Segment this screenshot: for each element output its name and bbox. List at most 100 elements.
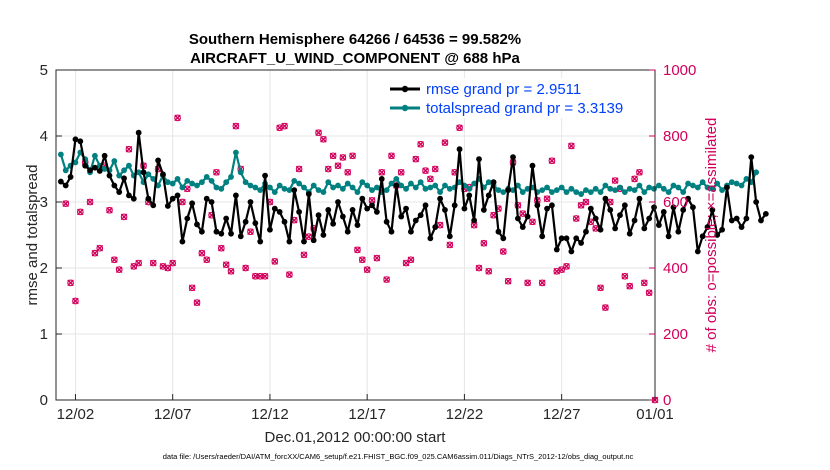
obs-possible-point: [548, 157, 556, 165]
rmse-point: [534, 202, 541, 209]
rmse-point: [607, 207, 614, 213]
spread-point: [276, 182, 283, 189]
rmse-point: [126, 192, 132, 199]
obs-possible-point: [96, 244, 104, 252]
rmse-point: [417, 212, 424, 219]
rmse-point: [665, 233, 672, 240]
obs-possible-point: [504, 277, 512, 285]
y-right-tick-label: 600: [663, 194, 688, 211]
spread-point: [232, 149, 239, 156]
spread-point: [675, 184, 682, 191]
spread-point: [704, 184, 711, 191]
obs-assimilated-point: [169, 259, 176, 267]
rmse-point: [213, 228, 220, 235]
rmse-point: [558, 235, 565, 242]
obs-possible-point: [582, 198, 590, 206]
obs-assimilated-point: [592, 225, 599, 232]
obs-assimilated-point: [111, 256, 118, 264]
obs-possible-point: [305, 233, 313, 240]
rmse-point: [738, 224, 745, 230]
obs-assimilated-point: [645, 289, 653, 297]
spread-point: [169, 180, 176, 187]
rmse-point: [592, 215, 599, 222]
obs-possible-point: [86, 198, 94, 206]
y-axis-label: rmse and totalspread: [24, 165, 41, 306]
obs-possible-point: [222, 261, 230, 269]
spread-point: [126, 162, 132, 169]
spread-point: [641, 189, 648, 196]
obs-possible-point: [232, 122, 240, 130]
spread-point: [198, 179, 205, 186]
rmse-point: [189, 200, 196, 207]
rmse-point: [315, 212, 322, 219]
x-tick-label: 12/27: [543, 406, 581, 423]
rmse-point: [77, 138, 84, 145]
rmse-point: [325, 207, 332, 213]
rmse-point: [505, 187, 512, 194]
obs-possible-point: [135, 259, 143, 267]
obs-assimilated-point: [213, 169, 220, 176]
spread-point: [553, 187, 560, 194]
rmse-point: [743, 215, 750, 222]
spread-point: [267, 184, 273, 191]
spread-point: [184, 177, 191, 184]
obs-assimilated-point: [441, 139, 449, 146]
obs-assimilated-point: [329, 152, 337, 160]
obs-assimilated-point: [636, 169, 643, 176]
spread-point: [636, 182, 643, 189]
rmse-point: [305, 191, 312, 197]
y-right-tick-label: 800: [663, 128, 688, 145]
obs-assimilated-point: [354, 246, 361, 254]
obs-possible-point: [203, 256, 211, 264]
obs-assimilated-point: [504, 277, 512, 285]
spread-point: [344, 180, 351, 187]
spread-point: [57, 151, 64, 158]
rmse-point: [150, 202, 157, 209]
spread-point: [694, 184, 701, 191]
obs-assimilated-point: [602, 304, 609, 311]
spread-point: [354, 189, 361, 196]
rmse-point: [291, 187, 298, 194]
rmse-point: [704, 224, 711, 230]
obs-possible-point: [631, 175, 638, 183]
rmse-point: [724, 184, 730, 191]
rmse-point: [398, 213, 405, 220]
y-tick-label: 0: [40, 392, 48, 409]
obs-possible-point: [115, 266, 123, 274]
obs-possible-point: [558, 266, 565, 274]
spread-point: [699, 179, 706, 186]
rmse-point: [364, 205, 371, 212]
x-tick-label: 12/17: [348, 406, 386, 423]
legend-rmse-marker: [401, 85, 409, 93]
y-tick-label: 1: [40, 326, 48, 343]
rmse-point: [490, 179, 497, 186]
rmse-point: [67, 174, 74, 180]
spread-point: [320, 189, 327, 196]
rmse-point: [174, 192, 181, 199]
rmse-point: [427, 235, 434, 242]
obs-assimilated-point: [193, 299, 201, 306]
spread-point: [208, 177, 215, 184]
spread-point: [174, 176, 181, 182]
obs-assimilated-point: [417, 140, 424, 148]
obs-assimilated-point: [227, 268, 235, 275]
spread-point: [597, 189, 604, 196]
obs-assimilated-point: [344, 169, 352, 176]
spread-point: [549, 189, 555, 196]
spread-point: [325, 179, 332, 186]
x-tick-label: 01/01: [636, 406, 674, 423]
obs-assimilated-point: [72, 297, 79, 305]
rmse-point: [655, 222, 662, 229]
rmse-point: [461, 205, 468, 212]
obs-possible-point: [378, 168, 386, 176]
x-tick-label: 12/22: [446, 406, 484, 423]
rmse-point: [96, 168, 103, 174]
obs-possible-point: [179, 198, 186, 206]
obs-assimilated-point: [271, 258, 279, 265]
obs-possible-point: [427, 175, 434, 183]
spread-point: [558, 184, 565, 191]
obs-possible-point: [446, 241, 454, 249]
spread-point: [753, 169, 760, 176]
plot-area: [56, 70, 655, 400]
spread-point: [252, 184, 259, 191]
